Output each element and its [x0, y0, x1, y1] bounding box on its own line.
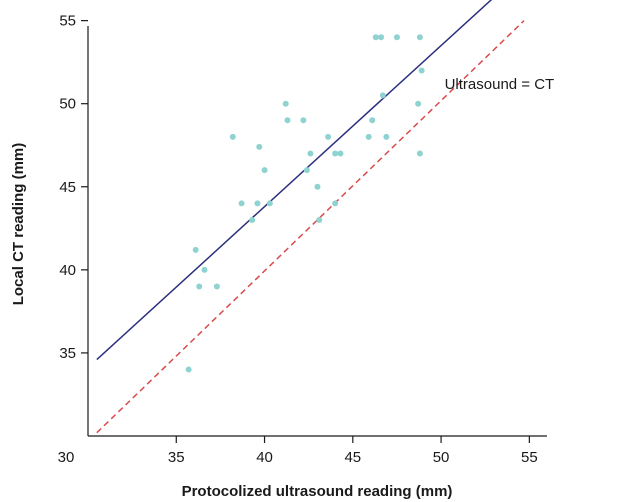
- data-point: [300, 117, 307, 124]
- data-points: [185, 34, 425, 373]
- data-point: [418, 67, 425, 74]
- x-tick-label: 45: [344, 449, 361, 466]
- data-point: [416, 34, 423, 41]
- y-tick-label: 50: [59, 96, 76, 113]
- data-point: [383, 133, 390, 140]
- data-point: [185, 366, 192, 373]
- data-point: [416, 150, 423, 157]
- y-tick-label: 35: [59, 345, 76, 362]
- data-point: [379, 92, 386, 99]
- data-point: [254, 200, 261, 207]
- data-point: [249, 217, 256, 223]
- y-tick-label: 45: [59, 179, 76, 196]
- x-tick-label: 50: [433, 449, 450, 466]
- axes: [87, 26, 547, 437]
- identity-line: [96, 20, 525, 434]
- data-point: [393, 34, 400, 41]
- data-point: [314, 183, 321, 190]
- data-point: [332, 200, 339, 207]
- data-point: [332, 150, 339, 157]
- x-tick-label: 55: [521, 449, 538, 466]
- data-point: [369, 117, 376, 124]
- y-tick-label: 55: [59, 13, 76, 30]
- data-point: [372, 34, 379, 41]
- regression-line: [96, 0, 493, 361]
- ticks: 30 35 40 45 50 55 35 40 45 50 55: [58, 13, 538, 466]
- x-axis-title: Protocolized ultrasound reading (mm): [182, 483, 453, 500]
- data-point: [256, 143, 263, 150]
- y-axis-title: Local CT reading (mm): [10, 143, 27, 306]
- data-point: [284, 117, 291, 124]
- identity-line-label: Ultrasound = CT: [445, 76, 555, 93]
- data-point: [229, 133, 236, 140]
- x-tick-label: 30: [58, 449, 75, 466]
- data-point: [192, 246, 199, 253]
- y-tick-label: 40: [59, 262, 76, 279]
- data-point: [213, 283, 220, 290]
- data-point: [261, 167, 268, 174]
- data-point: [378, 34, 385, 41]
- data-point: [196, 283, 203, 290]
- data-point: [316, 217, 323, 223]
- data-point: [337, 150, 344, 157]
- reference-lines: [96, 0, 525, 434]
- data-point: [415, 100, 422, 107]
- data-point: [303, 167, 310, 174]
- x-tick-label: 35: [168, 449, 185, 466]
- x-tick-label: 40: [256, 449, 273, 466]
- data-point: [238, 200, 245, 207]
- data-point: [282, 100, 289, 107]
- data-point: [307, 150, 314, 157]
- data-point: [365, 133, 372, 140]
- data-point: [266, 200, 273, 207]
- data-point: [325, 133, 332, 140]
- data-point: [201, 266, 208, 273]
